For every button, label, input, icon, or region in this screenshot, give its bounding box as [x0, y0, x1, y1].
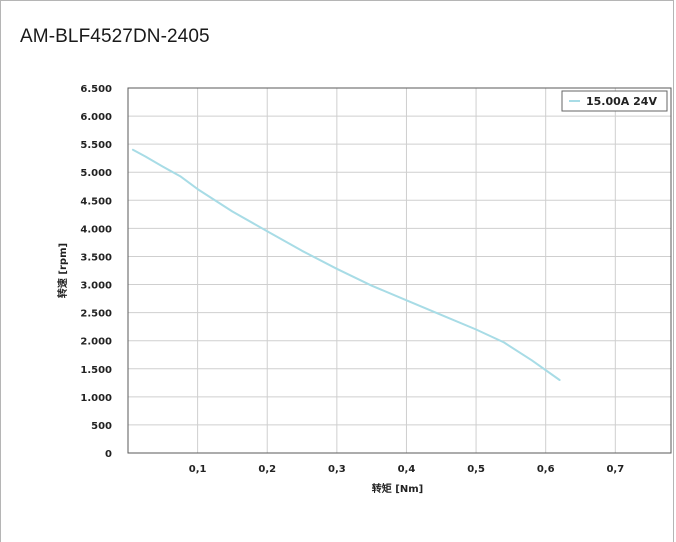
x-axis-title: 转矩 [Nm] [372, 482, 423, 495]
chart-title: AM-BLF4527DN-2405 [20, 26, 210, 47]
y-tick-label: 6.000 [80, 112, 112, 123]
y-tick-label: 4.000 [80, 224, 112, 235]
grid-layer [128, 88, 671, 453]
y-tick-label: 3.500 [80, 252, 112, 263]
x-tick-label: 0,5 [467, 464, 485, 475]
legend[interactable]: 15.00A 24V [561, 90, 668, 112]
y-axis-title: 转速 [rpm] [56, 243, 69, 298]
x-tick-label: 0,3 [328, 464, 346, 475]
y-tick-label: 2.500 [80, 309, 112, 320]
x-tick-label: 0,1 [189, 464, 207, 475]
y-tick-label: 1.000 [80, 393, 112, 404]
series-line[interactable] [131, 148, 561, 381]
y-tick-label: 500 [91, 421, 112, 432]
x-tick-label: 0,7 [606, 464, 624, 475]
x-tick-labels: 0,1 0,2 0,3 0,4 0,5 0,6 0,7 [189, 464, 624, 475]
x-tick-label: 0,6 [537, 464, 555, 475]
y-tick-label: 1.500 [80, 365, 112, 376]
y-tick-label: 2.000 [80, 337, 112, 348]
legend-label: 15.00A 24V [586, 95, 657, 108]
legend-box [561, 90, 668, 112]
panel-left-border [0, 0, 1, 542]
y-tick-label: 5.500 [80, 140, 112, 151]
y-tick-label: 3.000 [80, 281, 112, 292]
x-tick-label: 0,4 [398, 464, 416, 475]
y-tick-label: 0 [105, 449, 112, 460]
y-tick-labels: 0 500 1.000 1.500 2.000 2.500 3.000 3.500 4.000 4… [80, 84, 112, 460]
series-layer [131, 148, 561, 381]
y-tick-label: 6.500 [80, 84, 112, 95]
x-tick-label: 0,2 [258, 464, 276, 475]
plot-border [127, 87, 672, 454]
y-tick-label: 4.500 [80, 196, 112, 207]
y-tick-label: 5.000 [80, 168, 112, 179]
